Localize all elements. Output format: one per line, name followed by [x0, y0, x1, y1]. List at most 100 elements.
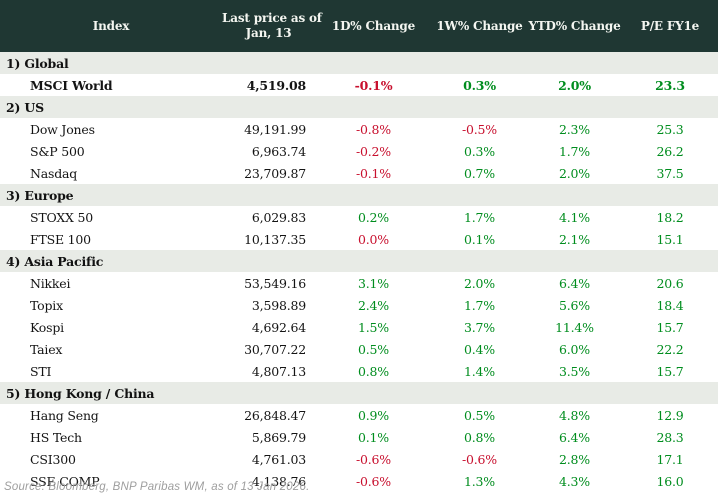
- index-name: CSI300: [30, 451, 76, 467]
- last-price: 4,761.03: [251, 451, 306, 467]
- change-1d: 1.5%: [358, 319, 389, 335]
- index-name: Topix: [30, 297, 63, 313]
- last-price: 4,807.13: [251, 363, 306, 379]
- table-row: FTSE 100 10,137.35 0.0% 0.1% 2.1% 15.1: [0, 228, 718, 250]
- index-name: Hang Seng: [30, 407, 99, 423]
- col-header-last-price: Last price as of Jan, 13: [222, 11, 322, 41]
- col-header-ytd-change: YTD% Change: [528, 18, 621, 33]
- last-price: 3,598.89: [251, 297, 306, 313]
- index-name: HS Tech: [30, 429, 82, 445]
- change-1d: -0.6%: [356, 451, 391, 467]
- last-price: 49,191.99: [244, 121, 306, 137]
- last-price: 4,519.08: [246, 77, 306, 93]
- change-ytd: 2.1%: [559, 231, 590, 247]
- change-ytd: 6.0%: [559, 341, 590, 357]
- change-1w: 3.7%: [464, 319, 495, 335]
- change-1d: 3.1%: [358, 275, 389, 291]
- change-ytd: 3.5%: [559, 363, 590, 379]
- index-name: Dow Jones: [30, 121, 95, 137]
- index-name: Nikkei: [30, 275, 71, 291]
- section-row: 3) Europe: [0, 184, 718, 206]
- section-row: 1) Global: [0, 52, 718, 74]
- last-price: 23,709.87: [244, 165, 306, 181]
- pe-fy1e: 16.0: [656, 473, 684, 489]
- index-name: Nasdaq: [30, 165, 78, 181]
- index-name: STOXX 50: [30, 209, 94, 225]
- change-1d: 0.5%: [358, 341, 389, 357]
- change-ytd: 2.3%: [559, 121, 590, 137]
- last-price: 6,029.83: [251, 209, 306, 225]
- last-price: 26,848.47: [244, 407, 306, 423]
- table-header-row: Index Last price as of Jan, 13 1D% Chang…: [0, 0, 718, 52]
- change-1w: 0.5%: [464, 407, 495, 423]
- index-name: MSCI World: [30, 77, 113, 93]
- table-row: Nasdaq 23,709.87 -0.1% 0.7% 2.0% 37.5: [0, 162, 718, 184]
- change-1d: 0.1%: [358, 429, 389, 445]
- table-body: 1) Global MSCI World 4,519.08 -0.1% 0.3% 2.0%…: [0, 52, 718, 492]
- change-ytd: 2.8%: [559, 451, 590, 467]
- change-1w: 1.7%: [464, 297, 495, 313]
- col-header-pe-fy1e: P/E FY1e: [640, 18, 700, 33]
- table-row: STOXX 50 6,029.83 0.2% 1.7% 4.1% 18.2: [0, 206, 718, 228]
- change-1d: -0.8%: [356, 121, 391, 137]
- table-row: Kospi 4,692.64 1.5% 3.7% 11.4% 15.7: [0, 316, 718, 338]
- change-1w: 0.3%: [463, 77, 496, 93]
- table-row: HS Tech 5,869.79 0.1% 0.8% 6.4% 28.3: [0, 426, 718, 448]
- change-1w: 0.3%: [464, 143, 495, 159]
- pe-fy1e: 28.3: [656, 429, 684, 445]
- table-row: Taiex 30,707.22 0.5% 0.4% 6.0% 22.2: [0, 338, 718, 360]
- section-label: 2) US: [6, 99, 44, 115]
- change-1w: 1.4%: [464, 363, 495, 379]
- table-row: CSI300 4,761.03 -0.6% -0.6% 2.8% 17.1: [0, 448, 718, 470]
- section-row: 5) Hong Kong / China: [0, 382, 718, 404]
- change-1w: 2.0%: [464, 275, 495, 291]
- change-1d: -0.2%: [356, 143, 391, 159]
- index-name: STI: [30, 363, 52, 379]
- last-price: 6,963.74: [251, 143, 306, 159]
- change-ytd: 4.1%: [559, 209, 590, 225]
- table-row: Hang Seng 26,848.47 0.9% 0.5% 4.8% 12.9: [0, 404, 718, 426]
- table-row: Nikkei 53,549.16 3.1% 2.0% 6.4% 20.6: [0, 272, 718, 294]
- change-1w: -0.5%: [462, 121, 497, 137]
- section-label: 3) Europe: [6, 187, 74, 203]
- index-name: S&P 500: [30, 143, 85, 159]
- last-price: 4,692.64: [251, 319, 306, 335]
- index-name: Kospi: [30, 319, 64, 335]
- change-ytd: 11.4%: [555, 319, 594, 335]
- change-1w: 1.3%: [464, 473, 495, 489]
- change-1d: 0.8%: [358, 363, 389, 379]
- last-price: 30,707.22: [244, 341, 306, 357]
- change-ytd: 4.3%: [559, 473, 590, 489]
- pe-fy1e: 18.2: [656, 209, 684, 225]
- change-1w: 0.8%: [464, 429, 495, 445]
- change-1w: 0.4%: [464, 341, 495, 357]
- col-header-last-price-line1: Last price as of: [222, 11, 322, 25]
- pe-fy1e: 26.2: [656, 143, 684, 159]
- change-1d: -0.6%: [356, 473, 391, 489]
- last-price: 53,549.16: [244, 275, 306, 291]
- change-ytd: 2.0%: [558, 77, 591, 93]
- change-1d: -0.1%: [354, 77, 393, 93]
- pe-fy1e: 17.1: [656, 451, 684, 467]
- index-name: Taiex: [30, 341, 63, 357]
- pe-fy1e: 15.7: [656, 319, 684, 335]
- change-1d: 0.2%: [358, 209, 389, 225]
- change-1w: -0.6%: [462, 451, 497, 467]
- section-label: 4) Asia Pacific: [6, 253, 104, 269]
- change-ytd: 2.0%: [559, 165, 590, 181]
- pe-fy1e: 20.6: [656, 275, 684, 291]
- pe-fy1e: 22.2: [656, 341, 684, 357]
- change-ytd: 1.7%: [559, 143, 590, 159]
- col-header-last-price-line2: Jan, 13: [245, 26, 292, 40]
- change-ytd: 5.6%: [559, 297, 590, 313]
- pe-fy1e: 18.4: [656, 297, 684, 313]
- table-row: S&P 500 6,963.74 -0.2% 0.3% 1.7% 26.2: [0, 140, 718, 162]
- index-name: FTSE 100: [30, 231, 91, 247]
- change-ytd: 6.4%: [559, 275, 590, 291]
- change-1w: 1.7%: [464, 209, 495, 225]
- change-1d: 2.4%: [358, 297, 389, 313]
- change-1w: 0.1%: [464, 231, 495, 247]
- index-name: SSE COMP: [30, 473, 100, 489]
- table-row: Topix 3,598.89 2.4% 1.7% 5.6% 18.4: [0, 294, 718, 316]
